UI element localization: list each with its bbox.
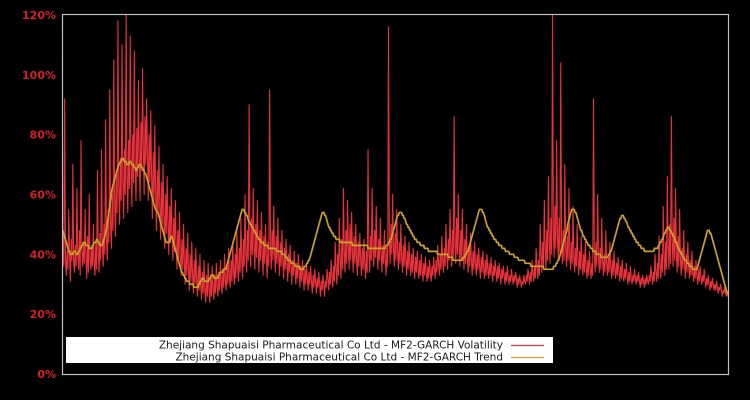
series-line-trend bbox=[62, 157, 729, 295]
series-line-volatility bbox=[62, 14, 729, 303]
legend-label-trend: Zhejiang Shapuaisi Pharmaceutical Co Ltd… bbox=[175, 352, 503, 364]
y-axis-tick-3: 60% bbox=[30, 189, 56, 202]
y-axis-tick-0: 0% bbox=[37, 368, 56, 381]
data-series-group bbox=[62, 14, 729, 303]
legend-background bbox=[66, 337, 553, 363]
y-axis-tick-1: 20% bbox=[30, 308, 56, 321]
legend-label-volatility: Zhejiang Shapuaisi Pharmaceutical Co Ltd… bbox=[159, 340, 503, 352]
chart-legend[interactable]: Zhejiang Shapuaisi Pharmaceutical Co Ltd… bbox=[66, 337, 553, 364]
plot-frame bbox=[61, 13, 730, 376]
y-axis-tick-6: 120% bbox=[22, 9, 56, 22]
y-axis-tick-2: 40% bbox=[30, 248, 56, 261]
y-axis-tick-4: 80% bbox=[30, 129, 56, 142]
y-axis-tick-labels: 0% 20% 40% 60% 80% 100% 120% bbox=[22, 9, 56, 381]
y-axis-tick-5: 100% bbox=[22, 69, 56, 82]
